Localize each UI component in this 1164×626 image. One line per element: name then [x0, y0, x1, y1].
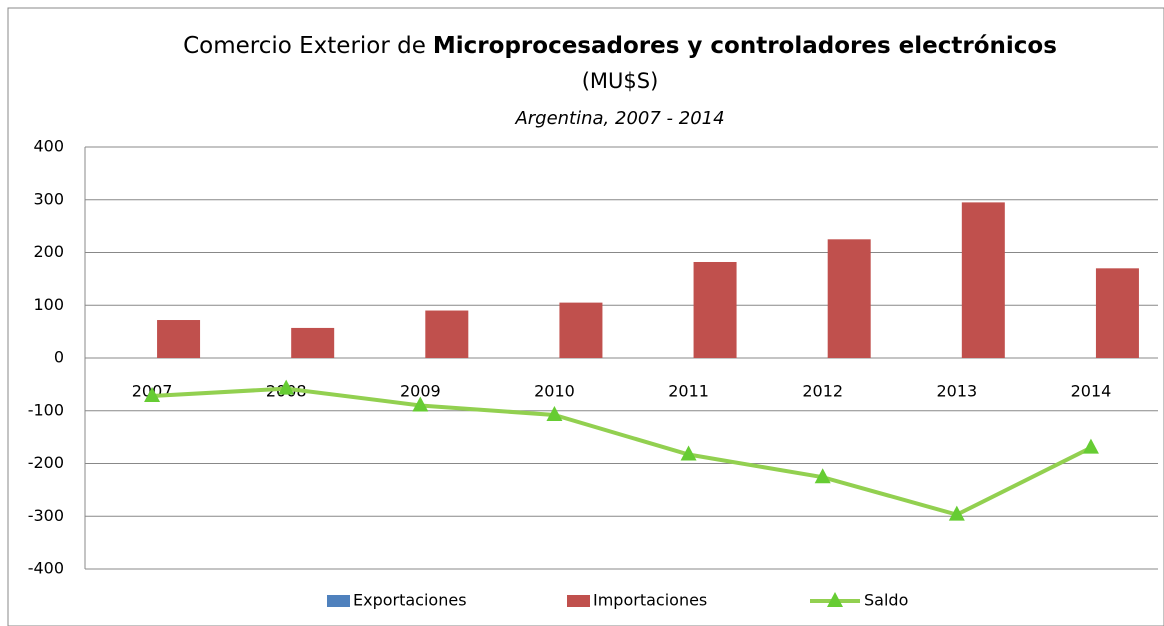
legend-label: Exportaciones — [353, 591, 467, 610]
marker — [412, 396, 429, 412]
y-tick-label: -400 — [28, 559, 64, 578]
bar — [827, 239, 871, 358]
x-tick-label: 2012 — [802, 382, 843, 401]
legend-label: Importaciones — [593, 591, 707, 610]
x-tick-label: 2010 — [534, 382, 575, 401]
marker — [680, 445, 697, 461]
y-tick-label: -100 — [28, 400, 64, 419]
x-tick-label: 2009 — [400, 382, 441, 401]
y-tick-label: 100 — [33, 295, 64, 314]
title-bold: Microprocesadores y controladores electr… — [433, 33, 1057, 59]
bar — [693, 261, 737, 358]
marker — [144, 386, 161, 402]
marker — [278, 379, 295, 395]
x-tick-label: 2011 — [668, 382, 709, 401]
chart-title-line2: (MU$S) — [582, 69, 659, 93]
y-tick-label: -300 — [28, 506, 64, 525]
legend-swatch — [327, 595, 350, 607]
bar — [961, 202, 1005, 358]
legend-swatch — [567, 595, 590, 607]
legend-label: Saldo — [864, 591, 908, 610]
marker — [546, 405, 563, 421]
marker — [1082, 438, 1099, 454]
title-normal: Comercio Exterior de — [183, 33, 426, 59]
y-tick-label: 0 — [54, 348, 64, 367]
y-tick-label: 300 — [33, 189, 64, 208]
marker — [948, 505, 965, 521]
y-tick-label: -200 — [28, 453, 64, 472]
chart-title: Comercio Exterior de Microprocesadores y … — [183, 33, 1057, 59]
x-tick-label: 2014 — [1071, 382, 1112, 401]
chart-subtitle: Argentina, 2007 - 2014 — [514, 108, 724, 129]
bar — [291, 327, 335, 358]
y-tick-label: 200 — [33, 242, 64, 261]
bar — [1095, 268, 1139, 358]
line — [151, 386, 1092, 517]
bar — [425, 310, 469, 358]
x-tick-label: 2013 — [936, 382, 977, 401]
marker — [814, 468, 831, 484]
legend-marker — [827, 592, 843, 607]
bar — [157, 320, 201, 358]
y-tick-label: 400 — [33, 137, 64, 156]
bar — [559, 302, 603, 358]
